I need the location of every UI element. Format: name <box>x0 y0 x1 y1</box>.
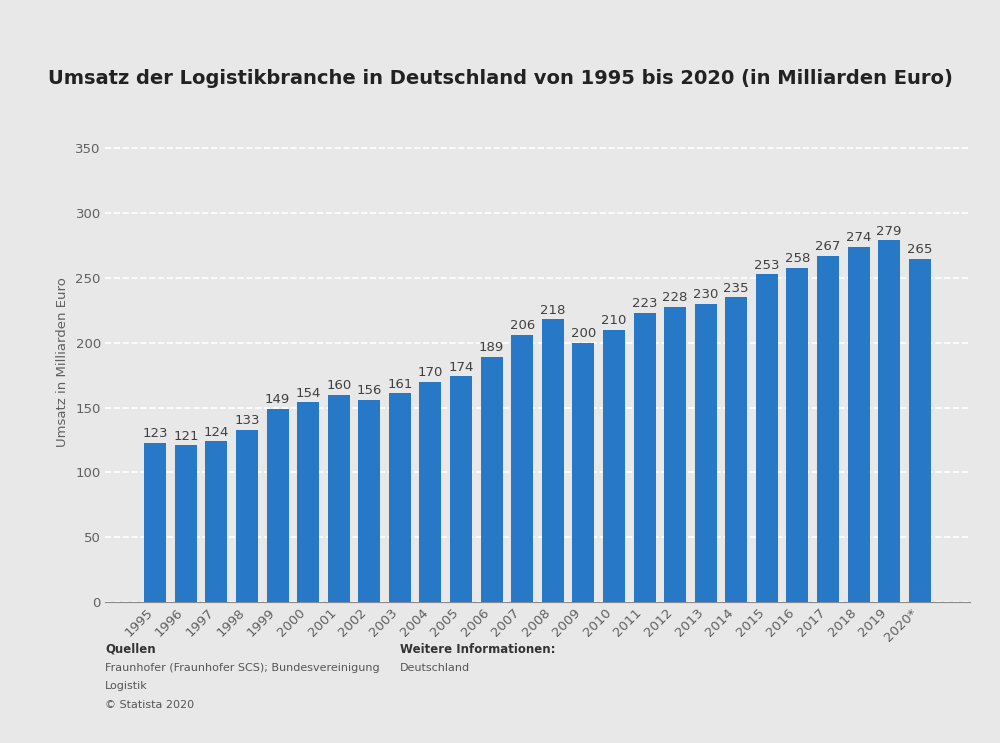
Bar <box>603 330 625 602</box>
Text: 267: 267 <box>815 241 841 253</box>
Bar <box>634 313 656 602</box>
Text: 174: 174 <box>448 361 474 374</box>
Text: 218: 218 <box>540 304 565 317</box>
Bar <box>786 267 808 602</box>
Text: 265: 265 <box>907 243 932 256</box>
Bar <box>572 343 594 602</box>
Text: 154: 154 <box>296 387 321 400</box>
Bar <box>236 429 258 602</box>
Text: Umsatz der Logistikbranche in Deutschland von 1995 bis 2020 (in Milliarden Euro): Umsatz der Logistikbranche in Deutschlan… <box>48 68 952 88</box>
Y-axis label: Umsatz in Milliarden Euro: Umsatz in Milliarden Euro <box>56 277 69 447</box>
Text: 253: 253 <box>754 259 780 271</box>
Bar <box>205 441 227 602</box>
Text: © Statista 2020: © Statista 2020 <box>105 700 194 710</box>
Text: 235: 235 <box>723 282 749 295</box>
Bar <box>848 247 870 602</box>
Text: 124: 124 <box>204 426 229 438</box>
Text: 200: 200 <box>571 327 596 340</box>
Text: Deutschland: Deutschland <box>400 663 470 672</box>
Bar <box>756 274 778 602</box>
Text: Weitere Informationen:: Weitere Informationen: <box>400 643 556 655</box>
Text: 161: 161 <box>387 377 413 391</box>
Bar <box>725 297 747 602</box>
Text: 230: 230 <box>693 288 718 302</box>
Text: 228: 228 <box>662 291 688 304</box>
Text: Logistik: Logistik <box>105 681 148 691</box>
Bar <box>664 307 686 602</box>
Bar <box>878 241 900 602</box>
Bar <box>297 403 319 602</box>
Bar <box>328 395 350 602</box>
Bar <box>542 319 564 602</box>
Bar <box>358 400 380 602</box>
Bar <box>481 357 503 602</box>
Text: 279: 279 <box>876 225 902 238</box>
Text: 156: 156 <box>357 384 382 398</box>
Bar <box>909 259 931 602</box>
Text: 160: 160 <box>326 379 351 392</box>
Bar <box>695 304 717 602</box>
Bar <box>511 335 533 602</box>
Text: Quellen: Quellen <box>105 643 156 655</box>
Text: 189: 189 <box>479 342 504 354</box>
Text: 149: 149 <box>265 393 290 406</box>
Text: Fraunhofer (Fraunhofer SCS); Bundesvereinigung: Fraunhofer (Fraunhofer SCS); Bundesverei… <box>105 663 380 672</box>
Bar <box>144 443 166 602</box>
Text: 274: 274 <box>846 231 871 244</box>
Text: 170: 170 <box>418 366 443 379</box>
Bar <box>175 445 197 602</box>
Text: 223: 223 <box>632 297 657 311</box>
Bar <box>419 382 441 602</box>
Bar <box>267 409 289 602</box>
Text: 121: 121 <box>173 429 199 443</box>
Text: 206: 206 <box>510 319 535 332</box>
Bar <box>450 377 472 602</box>
Text: 133: 133 <box>234 414 260 427</box>
Text: 210: 210 <box>601 314 627 327</box>
Bar <box>817 256 839 602</box>
Text: 123: 123 <box>143 427 168 440</box>
Bar <box>389 393 411 602</box>
Text: 258: 258 <box>785 252 810 265</box>
